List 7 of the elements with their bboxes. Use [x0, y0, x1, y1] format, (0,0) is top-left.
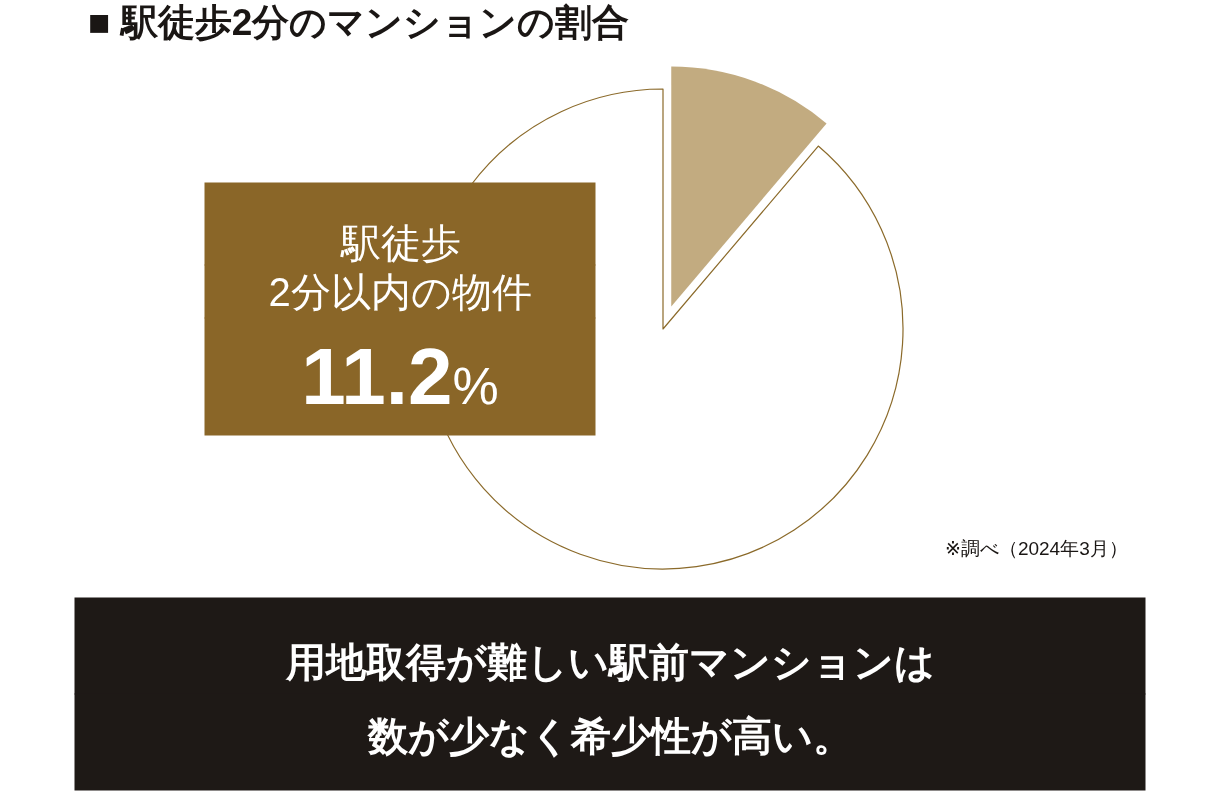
text: 用地取得が難しい駅前マンションは [285, 640, 935, 684]
text: 数が少なく希少性が高い。 [367, 714, 853, 758]
text: 11.2% [301, 332, 499, 421]
text: 駅徒歩 [339, 221, 461, 265]
text: 2分以内の物件 [268, 269, 532, 314]
text: ※調べ（2024年3月） [945, 538, 1128, 559]
chart-title: ■ 駅徒歩2分のマンションの割合 [88, 1, 630, 43]
